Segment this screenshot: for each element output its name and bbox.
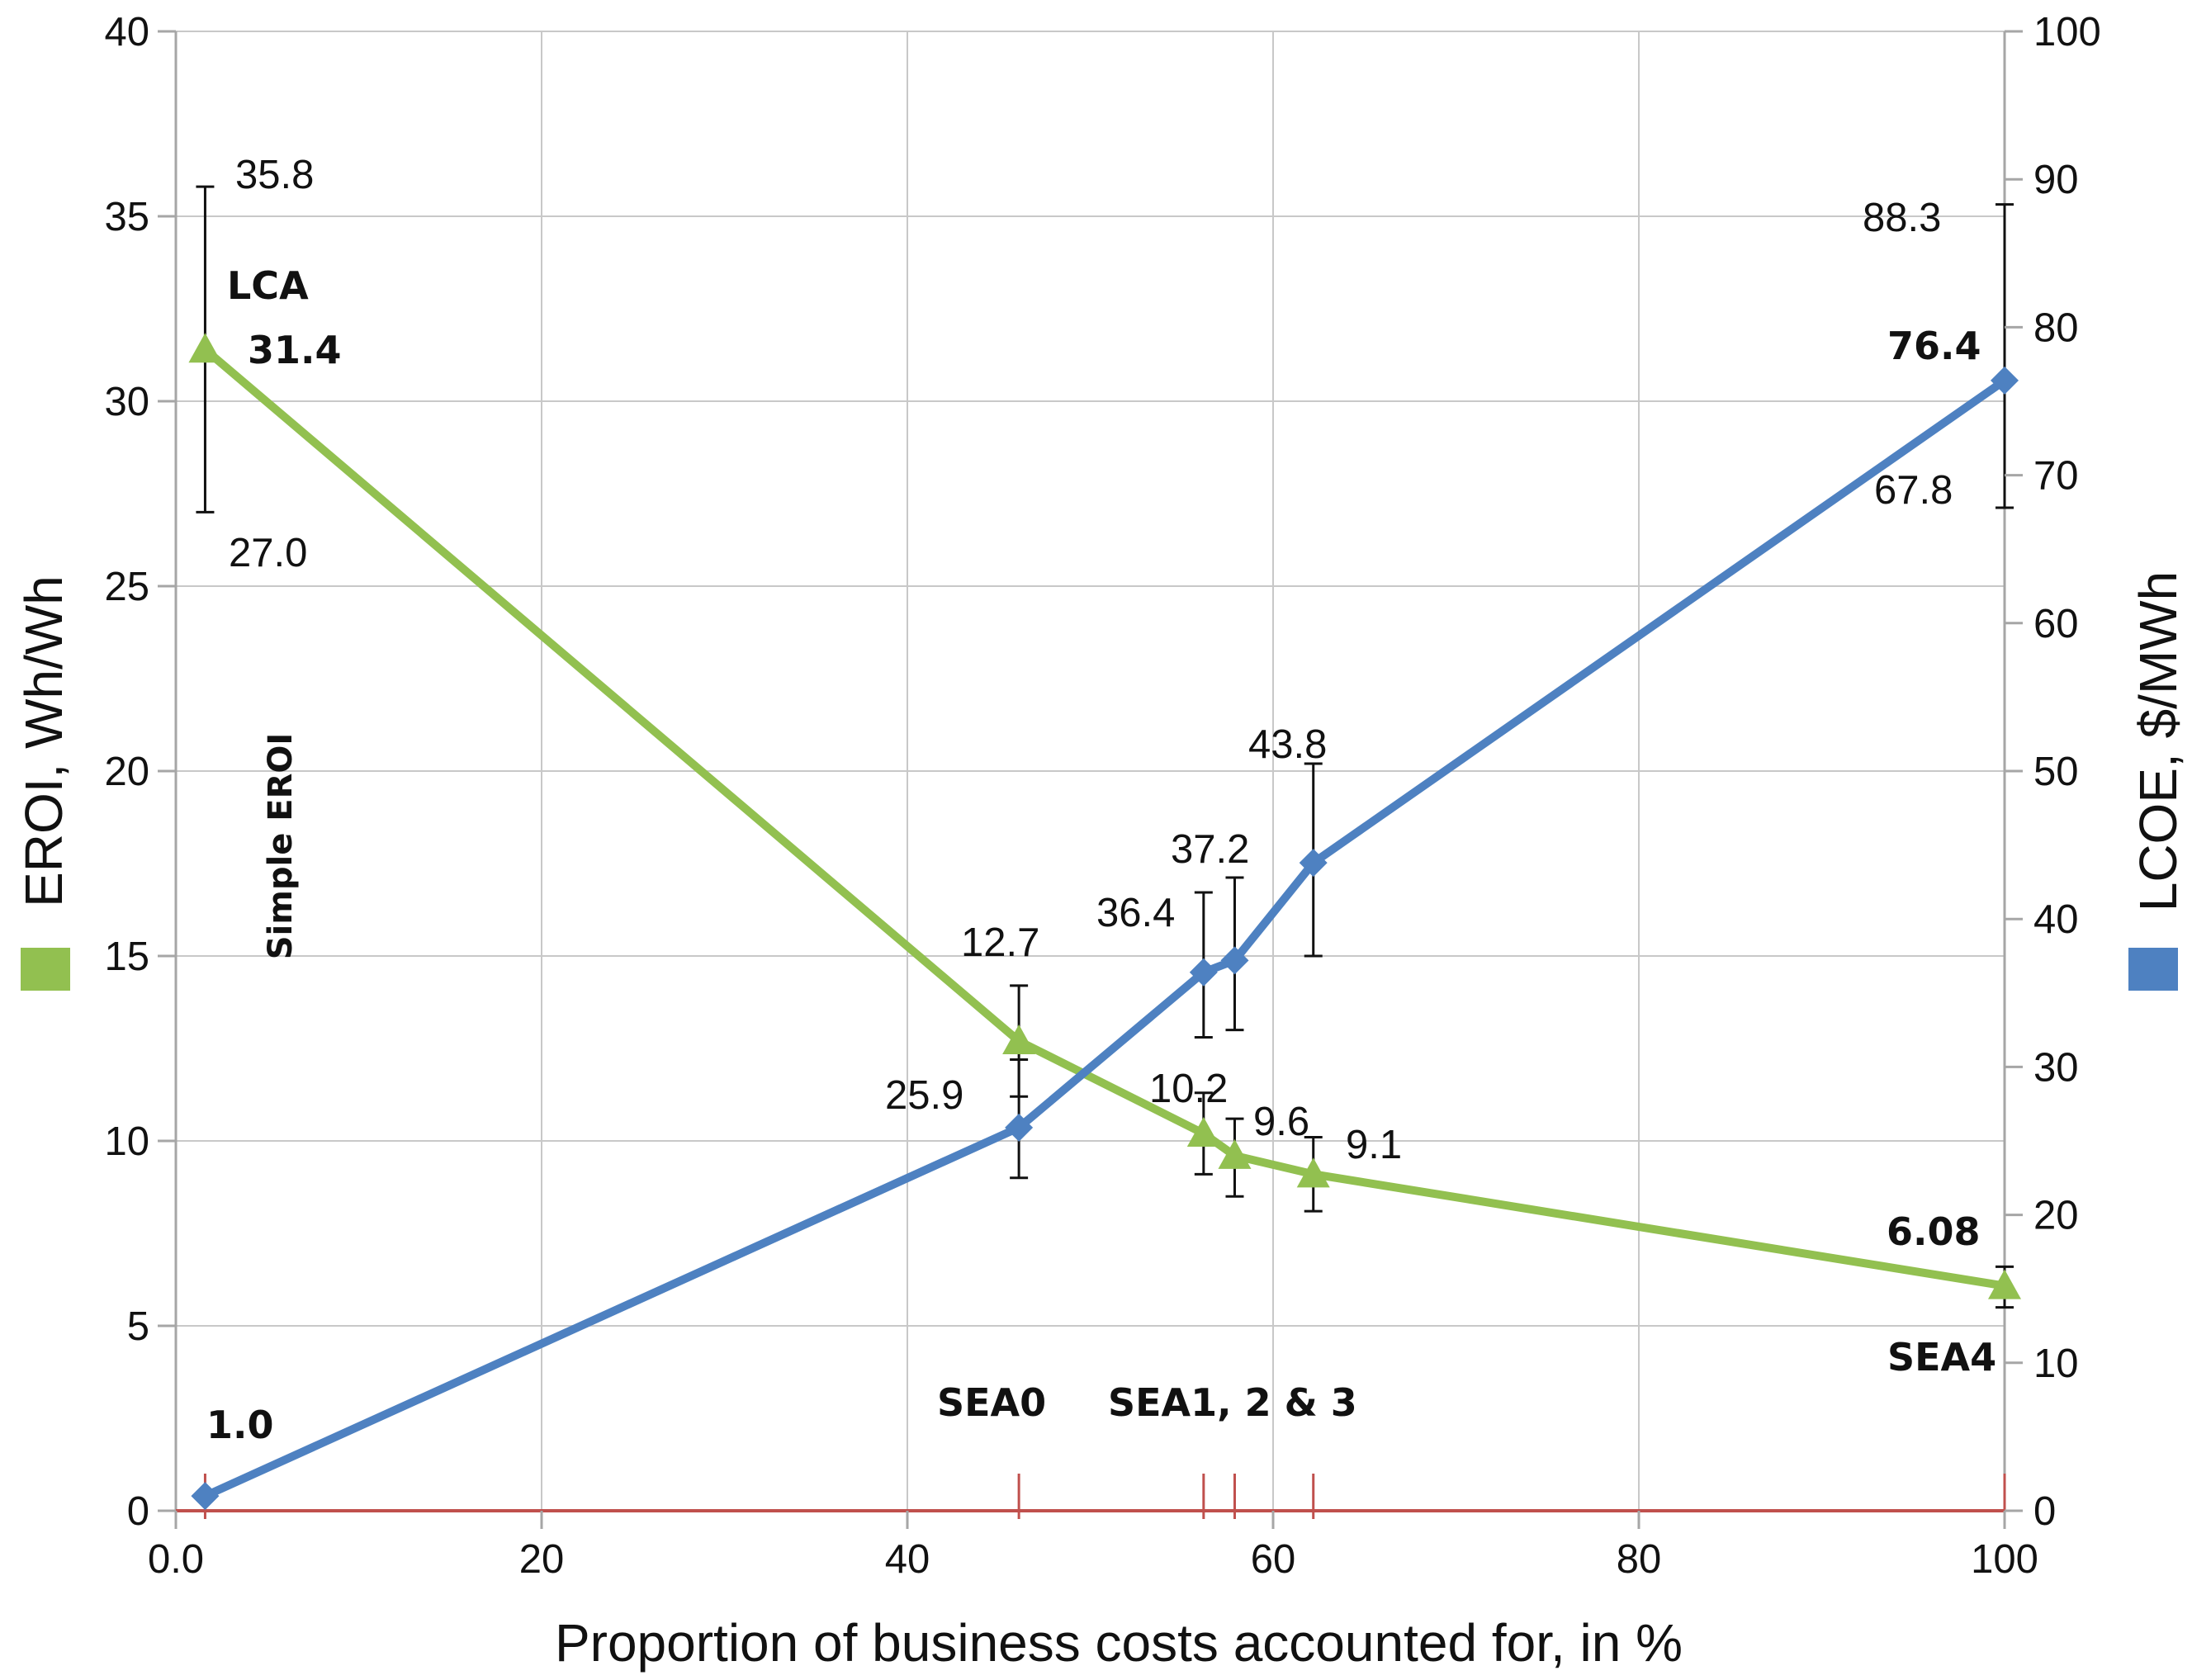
x-tick-label: 20 xyxy=(519,1537,565,1582)
lcoe-diamond-marker xyxy=(1220,946,1249,975)
lcoe-label-25-9: 25.9 xyxy=(885,1073,963,1118)
lcoe-diamond-marker xyxy=(191,1482,220,1511)
lcoe-label-88-3: 88.3 xyxy=(1863,196,1941,240)
lcoe-series-line xyxy=(203,376,2007,1500)
y-right-tick-label: 90 xyxy=(2033,158,2079,202)
lcoe-label-43-8: 43.8 xyxy=(1248,722,1327,767)
eroi-label-12-7: 12.7 xyxy=(961,920,1039,965)
y-left-tick-label: 30 xyxy=(104,380,149,424)
y-right-tick-label: 10 xyxy=(2033,1342,2079,1386)
baseline-layer xyxy=(176,1474,2006,1519)
y-right-tick-label: 20 xyxy=(2033,1194,2079,1238)
tick-labels: 0.0 20 40 60 80 10005101520253035400102030405… xyxy=(104,10,2100,1582)
eroi-triangle-marker xyxy=(188,333,222,363)
sea4-annotation: SEA4 xyxy=(1887,1335,1996,1379)
lcoe-diamond-marker xyxy=(1005,1113,1034,1142)
y-left-tick-label: 5 xyxy=(127,1304,149,1349)
eroi-label-9-6: 9.6 xyxy=(1253,1100,1309,1144)
markers xyxy=(188,333,2021,1511)
lcoe-label-37-2: 37.2 xyxy=(1171,827,1249,872)
error-bars xyxy=(196,185,2014,1309)
x-axis-title: Proportion of business costs accounted f… xyxy=(555,1613,1683,1673)
lcoe-label-76-4: 76.4 xyxy=(1887,324,1981,368)
lcoe-diamond-marker xyxy=(1189,958,1218,987)
y-right-tick-label: 100 xyxy=(2033,10,2101,54)
y-left-tick-label: 10 xyxy=(104,1119,149,1164)
lcoe-legend-swatch xyxy=(2128,948,2178,991)
y-left-tick-label: 20 xyxy=(104,750,149,794)
sea0-annotation: SEA0 xyxy=(937,1380,1046,1425)
sea123-annotation: SEA1, 2 & 3 xyxy=(1108,1380,1357,1425)
eroi-label-6-08: 6.08 xyxy=(1887,1209,1981,1254)
y-right-tick-label: 70 xyxy=(2033,454,2079,499)
series-lines xyxy=(202,346,2007,1500)
y-right-tick-label: 40 xyxy=(2033,897,2079,942)
lcoe-diamond-marker xyxy=(1299,849,1328,878)
x-tick-label: 0.0 xyxy=(148,1537,204,1582)
y-axis-left-title: EROI, Wh/Wh xyxy=(14,575,73,907)
eroi-label-9-1: 9.1 xyxy=(1346,1123,1402,1167)
y-right-tick-label: 30 xyxy=(2033,1045,2079,1090)
eroi-triangle-marker xyxy=(1186,1117,1220,1148)
lcoe-diamond-marker xyxy=(1991,366,2019,395)
y-axis-right-title: LCOE, $/MWh xyxy=(2128,571,2188,912)
lcoe-label-1-0: 1.0 xyxy=(206,1403,274,1447)
y-left-tick-label: 25 xyxy=(104,565,149,609)
eroi-triangle-marker xyxy=(1002,1025,1036,1055)
y-left-tick-label: 35 xyxy=(104,195,149,239)
eroi-triangle-marker xyxy=(1988,1269,2021,1299)
eroi-legend-swatch xyxy=(21,948,70,991)
y-right-tick-label: 50 xyxy=(2033,750,2079,794)
eroi-label-31-4: 31.4 xyxy=(248,328,342,372)
x-tick-label: 80 xyxy=(1617,1537,1662,1582)
eroi-series-line xyxy=(202,346,2005,1290)
y-right-tick-label: 80 xyxy=(2033,305,2079,350)
lcoe-label-67-8: 67.8 xyxy=(1874,468,1953,513)
eroi-triangle-marker xyxy=(1296,1157,1330,1188)
x-tick-label: 40 xyxy=(885,1537,930,1582)
eroi-label-35-8: 35.8 xyxy=(235,153,314,197)
lcoe-label-36-4: 36.4 xyxy=(1096,891,1175,935)
grid-layer xyxy=(175,31,2005,1512)
x-tick-label: 100 xyxy=(1971,1537,2038,1582)
eroi-triangle-marker xyxy=(1218,1138,1252,1169)
y-right-tick-label: 60 xyxy=(2033,602,2079,646)
eroi-label-10-2: 10.2 xyxy=(1149,1067,1228,1111)
y-right-tick-label: 0 xyxy=(2033,1489,2056,1534)
lca-annotation: LCA xyxy=(227,263,309,308)
simple-eroi-annotation: Simple EROI xyxy=(262,733,300,960)
y-left-tick-label: 40 xyxy=(104,10,149,54)
eroi-label-27-0: 27.0 xyxy=(229,531,307,575)
x-tick-label: 60 xyxy=(1251,1537,1296,1582)
y-left-tick-label: 15 xyxy=(104,935,149,979)
y-left-tick-label: 0 xyxy=(127,1489,149,1534)
